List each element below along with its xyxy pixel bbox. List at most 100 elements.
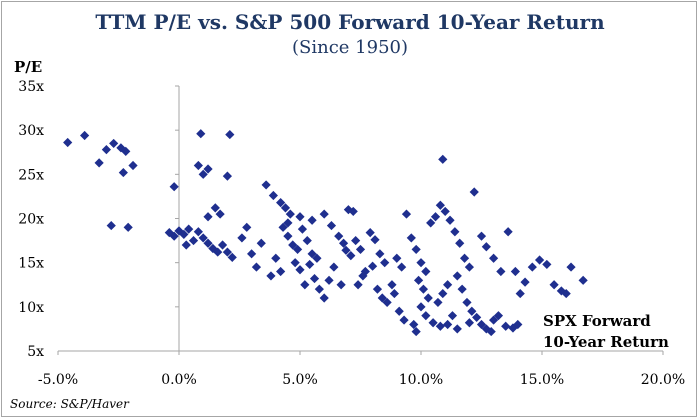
data-point [261, 180, 271, 190]
data-point [435, 321, 445, 331]
data-point [276, 198, 286, 208]
data-point [416, 258, 426, 268]
data-point [411, 326, 421, 337]
data-point [266, 271, 276, 281]
data-point [464, 262, 474, 272]
data-point [515, 288, 525, 299]
data-point [326, 220, 337, 231]
data-point [426, 218, 436, 228]
data-point [421, 266, 431, 277]
data-point [179, 229, 189, 239]
data-point [358, 271, 368, 281]
data-point [452, 324, 462, 334]
tick-labels: 5x 10x 15x 20x 25x 30x 35x -5.0% 0.0% 5.0% 10.0% 15… [18, 79, 685, 388]
data-point [225, 129, 235, 140]
data-point [319, 209, 329, 219]
data-point [324, 275, 334, 285]
x-tick-label: 5.0% [282, 372, 318, 388]
data-point [496, 266, 506, 277]
data-point [472, 312, 482, 323]
data-point [493, 311, 504, 321]
data-point [338, 238, 349, 248]
data-point [290, 258, 300, 268]
data-point [314, 284, 324, 294]
data-point [302, 235, 312, 246]
data-point [297, 224, 308, 234]
data-point [428, 318, 438, 328]
data-point [421, 311, 431, 321]
data-point [116, 143, 126, 153]
data-point [489, 253, 499, 263]
data-point [128, 160, 138, 171]
data-point [101, 145, 111, 155]
data-point [217, 240, 228, 250]
data-point [443, 319, 453, 330]
data-point [462, 297, 472, 308]
data-point [63, 137, 73, 148]
data-point [348, 206, 358, 217]
data-point [203, 164, 213, 174]
data-point [510, 266, 520, 277]
data-point [413, 275, 424, 285]
data-point [256, 238, 266, 248]
data-point [534, 255, 545, 265]
x-axis-label-line-1: SPX Forward [543, 312, 651, 330]
data-point [227, 252, 237, 262]
data-point [213, 247, 223, 257]
data-point [438, 154, 448, 164]
data-point [513, 319, 523, 330]
data-point [193, 227, 203, 237]
data-point [481, 324, 491, 334]
data-point [486, 326, 496, 337]
data-point [476, 319, 487, 330]
data-point [169, 231, 179, 241]
data-point [283, 218, 293, 228]
data-point [222, 247, 232, 257]
data-point [215, 209, 225, 219]
data-point [452, 271, 462, 281]
data-point [435, 200, 445, 210]
data-point [445, 215, 455, 225]
data-point [375, 249, 385, 259]
data-point [503, 227, 513, 237]
data-point [365, 228, 375, 238]
data-point [305, 259, 315, 270]
data-point [433, 297, 443, 308]
chart-subtitle: (Since 1950) [292, 37, 408, 58]
data-point [118, 167, 128, 178]
data-point [370, 235, 380, 245]
chart-title: TTM P/E vs. S&P 500 Forward 10-Year Retu… [95, 10, 605, 34]
data-point [285, 209, 295, 219]
data-point [450, 227, 460, 237]
data-point [355, 244, 366, 255]
data-point [459, 253, 470, 263]
data-point [280, 203, 291, 213]
data-point [409, 319, 419, 330]
data-point [382, 297, 392, 308]
data-point [392, 253, 402, 263]
data-point [457, 284, 467, 294]
data-point [181, 240, 191, 250]
data-point [196, 129, 206, 139]
x-tick-label: -5.0% [38, 372, 78, 388]
data-point [288, 240, 298, 250]
axes [57, 85, 664, 355]
data-point [184, 224, 194, 234]
data-point [336, 280, 346, 290]
data-point [464, 318, 474, 328]
data-point [193, 160, 203, 171]
data-point [307, 215, 317, 225]
data-point [556, 286, 566, 296]
data-point [123, 222, 133, 232]
data-point [397, 262, 407, 272]
data-point [203, 238, 213, 248]
data-point [389, 288, 399, 299]
data-point [416, 302, 426, 312]
data-point [295, 212, 305, 222]
y-tick-label: 10x [18, 300, 44, 316]
data-point [300, 280, 310, 290]
data-point [501, 321, 511, 331]
data-point [283, 231, 293, 241]
y-tick-label: 30x [18, 123, 44, 139]
data-point [443, 280, 453, 290]
